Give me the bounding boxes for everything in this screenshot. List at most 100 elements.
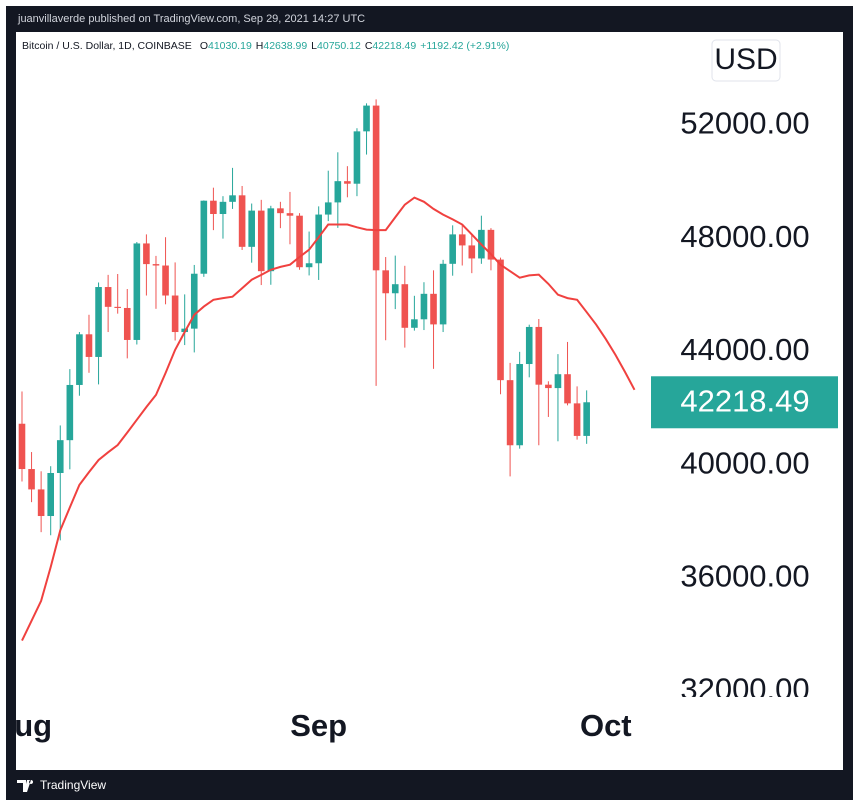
candle-body	[382, 270, 389, 294]
candle-body	[248, 210, 255, 247]
candle-body	[363, 105, 370, 132]
candle-body	[229, 195, 236, 202]
candle-body	[267, 208, 275, 272]
candle-body	[47, 472, 54, 517]
legend-change: +1192.42 (+2.91%)	[420, 40, 509, 52]
legend: Bitcoin / U.S. Dollar, 1D, COINBASE O4103…	[22, 40, 509, 52]
candle-body	[545, 384, 552, 389]
candle	[229, 167, 236, 209]
candle-body	[525, 326, 533, 365]
candle-body	[535, 326, 543, 385]
candle-body	[296, 215, 303, 268]
price-axis: 32000.00 36000.00 40000.00 44000.00 48000.00…	[680, 106, 809, 707]
candle	[95, 282, 102, 385]
candle-body	[152, 264, 160, 266]
candle	[573, 386, 581, 440]
candle	[449, 225, 456, 276]
candle-body	[286, 213, 294, 216]
legend-field-label: H	[256, 40, 264, 52]
candle	[382, 257, 389, 341]
candle	[47, 466, 54, 536]
candle-body	[506, 380, 514, 446]
candle	[439, 259, 447, 333]
legend-field-value: 42638.99	[263, 40, 307, 52]
candle-body	[162, 265, 169, 296]
legend-field-value: 40750.12	[317, 40, 361, 52]
candle-body	[200, 200, 208, 274]
candle	[210, 187, 217, 231]
candle-body	[190, 273, 198, 329]
time-tick-label: Sep	[290, 708, 347, 743]
time-axis: Aug Sep Oct	[0, 708, 632, 743]
candle-body	[554, 374, 562, 389]
candle	[344, 166, 351, 198]
candle-body	[277, 208, 284, 214]
candle-body	[516, 364, 523, 446]
candle	[267, 205, 275, 285]
price-tick-label: 52000.00	[680, 106, 809, 141]
candle	[190, 264, 198, 353]
candle-body	[573, 403, 581, 436]
candle-body	[324, 202, 332, 215]
candle	[143, 234, 150, 296]
candle	[123, 289, 131, 359]
candle	[219, 196, 227, 239]
candle-body	[305, 263, 313, 268]
candle	[564, 341, 571, 406]
candle-body	[171, 295, 179, 333]
candle	[286, 191, 294, 245]
candle	[305, 231, 313, 276]
candle-body	[372, 105, 380, 271]
candle-body	[133, 243, 141, 340]
candle	[152, 255, 160, 309]
candle	[56, 425, 64, 541]
currency-button[interactable]	[711, 39, 781, 82]
candle-body	[468, 245, 476, 259]
candle-body	[487, 229, 495, 260]
candle	[66, 369, 74, 470]
legend-symbol: Bitcoin / U.S. Dollar, 1D, COINBASE	[22, 40, 192, 52]
candle	[420, 282, 428, 331]
candle-body	[439, 263, 447, 325]
currency-label[interactable]: USD	[714, 43, 777, 76]
candle-body	[95, 287, 102, 357]
candle-body	[449, 234, 456, 264]
candle	[248, 203, 255, 263]
candle	[334, 152, 342, 228]
candle-body	[104, 287, 112, 307]
candle	[28, 452, 35, 503]
candle-body	[219, 201, 227, 215]
candle-body	[420, 293, 428, 320]
time-tick-label: Aug	[0, 708, 52, 743]
legend-field-value: 41030.19	[208, 40, 252, 52]
candle-body	[458, 234, 466, 246]
candle	[85, 314, 93, 373]
author-line: juanvillaverde published on TradingView.…	[17, 13, 365, 25]
candle-body	[334, 181, 342, 203]
candle	[372, 99, 380, 386]
candle	[171, 262, 179, 341]
candle-body	[497, 259, 504, 381]
candle	[497, 257, 504, 395]
legend-field-label: C	[365, 40, 373, 52]
candle-body	[66, 384, 74, 441]
last-price-label: 42218.49	[680, 383, 809, 418]
price-tick-label: 36000.00	[680, 558, 809, 593]
candle-body	[76, 334, 83, 385]
candle	[545, 381, 552, 417]
candle	[583, 390, 590, 444]
candle	[525, 324, 533, 378]
candle-body	[210, 200, 217, 215]
tv-logo	[17, 780, 34, 792]
candle	[76, 332, 83, 396]
candle	[114, 274, 121, 314]
price-tick-label: 32000.00	[680, 672, 809, 707]
candle-body	[123, 307, 131, 340]
candle	[468, 233, 476, 274]
candle	[353, 128, 361, 197]
candle-body	[143, 243, 150, 265]
candle	[200, 200, 208, 277]
candle-body	[401, 284, 409, 328]
candle	[363, 103, 370, 155]
candle-body	[18, 423, 26, 470]
